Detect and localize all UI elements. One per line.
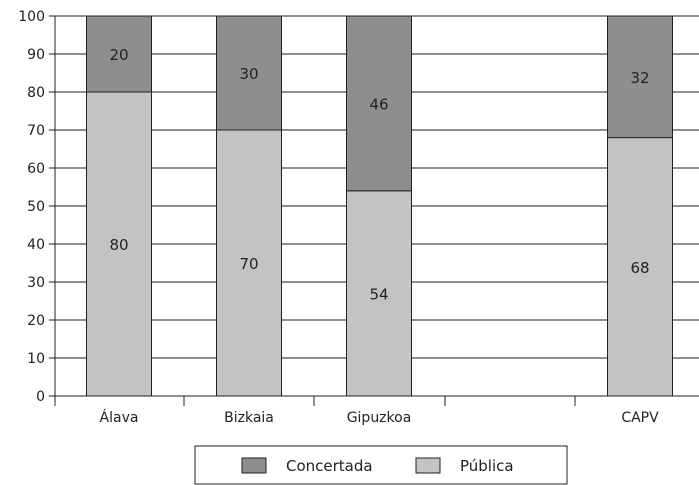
x-tick-label: Álava bbox=[100, 409, 139, 426]
data-label: 80 bbox=[109, 236, 128, 254]
y-tick-label: 90 bbox=[27, 47, 45, 63]
data-label: 30 bbox=[239, 65, 258, 83]
bar-segment-concertada bbox=[607, 15, 673, 139]
data-labels: 80 20 70 30 54 46 68 32 bbox=[109, 46, 649, 303]
y-tick-label: 60 bbox=[27, 161, 45, 177]
axes: 0 10 20 30 40 50 60 70 80 90 100 Álava Bizkaia Gipuzk… bbox=[18, 9, 699, 426]
y-tick-label: 50 bbox=[27, 199, 45, 215]
data-label: 32 bbox=[630, 69, 649, 87]
data-label: 70 bbox=[239, 255, 258, 273]
y-tick-label: 30 bbox=[27, 275, 45, 291]
legend-swatch bbox=[241, 457, 267, 474]
data-label: 20 bbox=[109, 46, 128, 64]
legend: Concertada Pública bbox=[194, 445, 568, 485]
legend-label: Concertada bbox=[286, 457, 373, 475]
y-tick-label: 100 bbox=[18, 9, 45, 25]
data-label: 54 bbox=[369, 285, 388, 303]
legend-swatch bbox=[415, 457, 441, 474]
bar-segment-pública bbox=[346, 190, 412, 397]
y-tick-label: 80 bbox=[27, 85, 45, 101]
bar-segment-concertada bbox=[346, 15, 412, 192]
x-tick-label: CAPV bbox=[621, 410, 659, 426]
data-label: 68 bbox=[630, 259, 649, 277]
bar-segment-concertada bbox=[216, 15, 282, 131]
y-tick-label: 20 bbox=[27, 313, 45, 329]
y-tick-label: 0 bbox=[36, 389, 45, 405]
x-tick-label: Bizkaia bbox=[224, 410, 274, 426]
bar-segment-pública bbox=[607, 137, 673, 397]
x-tick-label: Gipuzkoa bbox=[347, 410, 412, 426]
data-label: 46 bbox=[369, 95, 388, 113]
y-tick-label: 10 bbox=[27, 351, 45, 367]
y-tick-label: 70 bbox=[27, 123, 45, 139]
y-tick-label: 40 bbox=[27, 237, 45, 253]
bar-segment-concertada bbox=[86, 15, 152, 93]
legend-label: Pública bbox=[460, 457, 514, 475]
